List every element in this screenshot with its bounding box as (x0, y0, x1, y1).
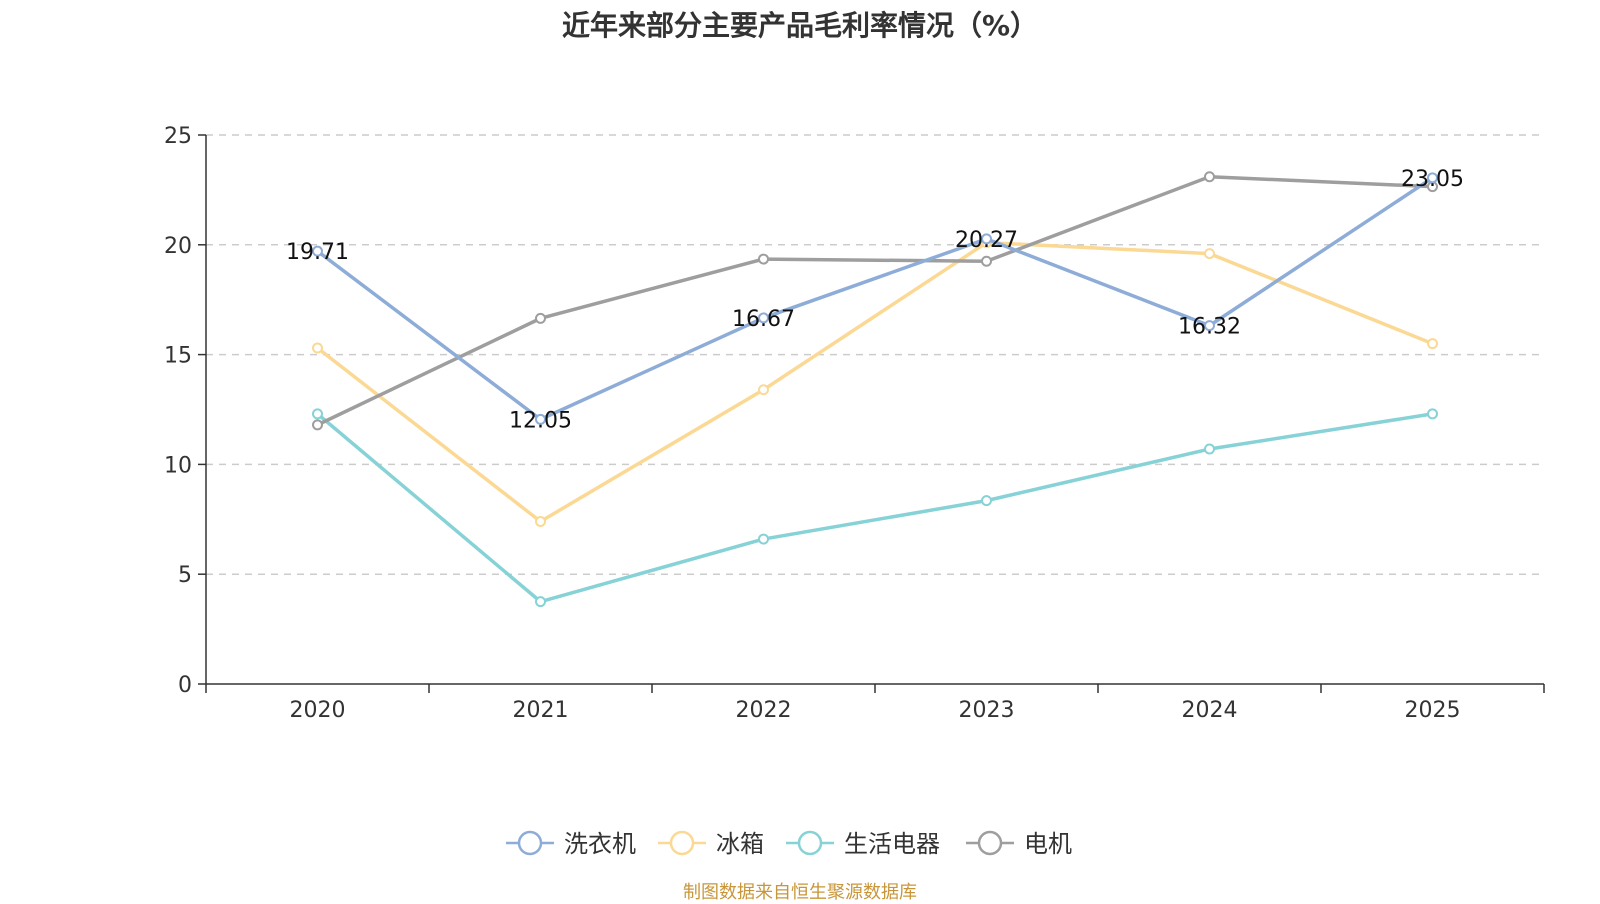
point-电机-2024 (1204, 171, 1215, 183)
point-洗衣机-2021 (535, 413, 546, 425)
legend-label-生活电器: 生活电器 (844, 830, 940, 858)
x-tick-label-2022: 2022 (736, 698, 792, 723)
series-line-冰箱 (316, 240, 1434, 524)
series-line-生活电器 (316, 412, 1433, 604)
point-生活电器-2022 (758, 533, 769, 545)
point-生活电器-2021 (535, 596, 546, 608)
point-生活电器-2024 (1204, 443, 1215, 455)
data-label-洗衣机-2020: 19.71 (286, 240, 349, 265)
point-电机-2023 (981, 255, 992, 267)
point-冰箱-2025 (1427, 338, 1438, 350)
legend-label-电机: 电机 (1024, 830, 1072, 858)
legend-item-生活电器: 生活电器 (786, 830, 940, 858)
x-tick-label-2023: 2023 (959, 698, 1015, 723)
y-tick-label-0: 0 (178, 673, 192, 698)
y-tick-label-10: 10 (164, 453, 192, 478)
point-冰箱-2021 (535, 515, 546, 527)
point-冰箱-2022 (758, 384, 769, 396)
legend-marker-电机 (977, 830, 1003, 856)
legend-marker-洗衣机 (517, 830, 543, 856)
y-tick-label-5: 5 (178, 563, 192, 588)
y-tick-label-25: 25 (164, 124, 192, 149)
data-label-洗衣机-2022: 16.67 (732, 307, 795, 332)
point-生活电器-2023 (981, 495, 992, 507)
point-洗衣机-2022 (758, 312, 769, 324)
point-生活电器-2025 (1427, 408, 1438, 420)
series-line-洗衣机 (316, 176, 1434, 422)
point-电机-2022 (758, 253, 769, 265)
x-tick-label-2021: 2021 (513, 698, 569, 723)
point-生活电器-2020 (312, 408, 323, 420)
point-电机-2020 (312, 419, 323, 431)
legend-item-冰箱: 冰箱 (658, 830, 764, 858)
legend-label-洗衣机: 洗衣机 (564, 830, 636, 858)
source-note: 制图数据来自恒生聚源数据库 (683, 882, 917, 903)
series-lines (312, 171, 1438, 608)
data-labels: 19.71 12.05 16.67 20.27 16.32 23.05 (286, 167, 1464, 434)
x-tick-label-2020: 2020 (290, 698, 346, 723)
legend-marker-冰箱 (669, 830, 695, 856)
point-洗衣机-2020 (312, 245, 323, 257)
data-label-洗衣机-2021: 12.05 (509, 408, 572, 433)
point-洗衣机-2025 (1427, 172, 1438, 184)
y-tick-label-15: 15 (164, 344, 192, 369)
x-tick-label-2025: 2025 (1405, 698, 1461, 723)
data-label-洗衣机-2023: 20.27 (955, 228, 1018, 253)
point-洗衣机-2023 (981, 233, 992, 245)
x-tick-label-2024: 2024 (1182, 698, 1238, 723)
data-label-洗衣机-2024: 16.32 (1178, 315, 1241, 340)
point-冰箱-2020 (312, 342, 323, 354)
point-电机-2021 (535, 312, 546, 324)
legend-label-冰箱: 冰箱 (716, 830, 764, 858)
data-label-洗衣机-2025: 23.05 (1401, 167, 1464, 192)
legend-item-洗衣机: 洗衣机 (506, 830, 636, 858)
chart-title: 近年来部分主要产品毛利率情况（%） (561, 9, 1039, 42)
legend: 洗衣机 冰箱 生活电器 电机 (506, 830, 1072, 858)
point-冰箱-2024 (1204, 248, 1215, 260)
legend-marker-生活电器 (797, 830, 823, 856)
y-tick-label-20: 20 (164, 234, 192, 259)
grid-lines (206, 134, 1544, 575)
point-洗衣机-2024 (1204, 320, 1215, 332)
series-line-电机 (316, 174, 1433, 427)
legend-item-电机: 电机 (966, 830, 1072, 858)
